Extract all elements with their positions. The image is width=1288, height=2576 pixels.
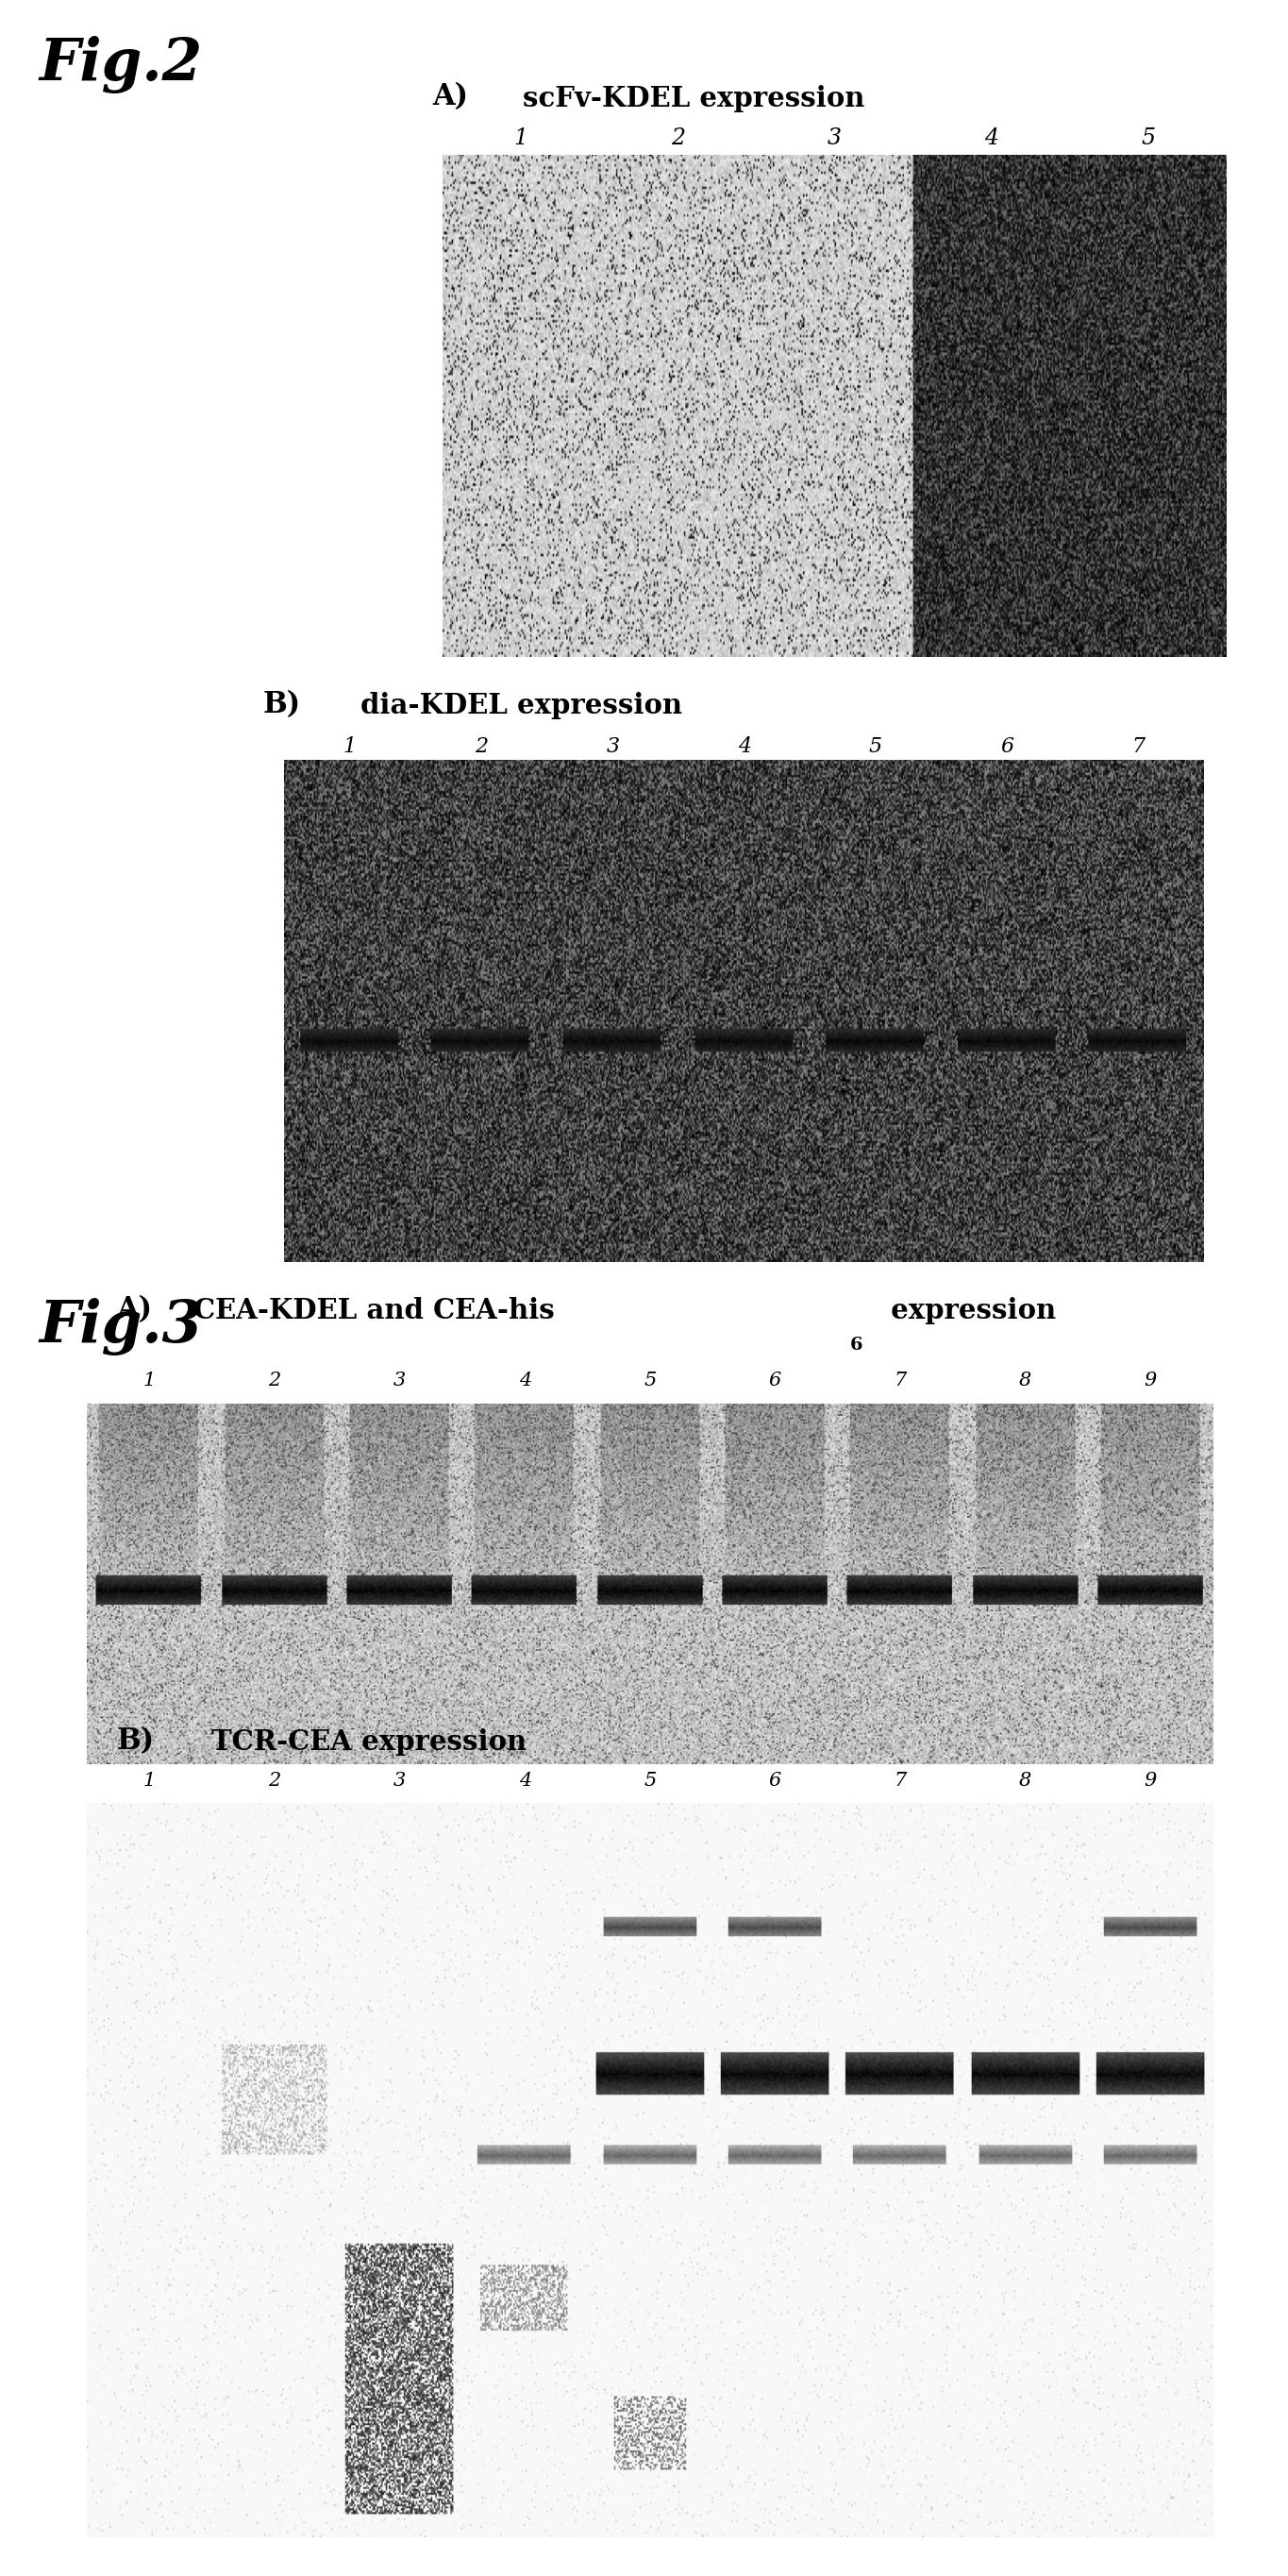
Text: 6: 6 xyxy=(1001,737,1014,757)
Text: A): A) xyxy=(117,1296,152,1324)
Text: 3: 3 xyxy=(394,1370,406,1388)
Text: 1: 1 xyxy=(344,737,357,757)
Text: 5: 5 xyxy=(869,737,882,757)
Text: 2: 2 xyxy=(475,737,488,757)
Text: Fig.3: Fig.3 xyxy=(39,1298,202,1355)
Text: 1: 1 xyxy=(143,1370,156,1388)
Text: TCR-CEA expression: TCR-CEA expression xyxy=(211,1728,527,1754)
Text: 4: 4 xyxy=(519,1370,531,1388)
Text: 2: 2 xyxy=(671,129,685,149)
Text: expression: expression xyxy=(881,1298,1056,1324)
Text: 7: 7 xyxy=(1132,737,1145,757)
Text: A): A) xyxy=(433,82,469,111)
Text: dia-KDEL expression: dia-KDEL expression xyxy=(361,693,681,719)
Text: 7: 7 xyxy=(894,1370,907,1388)
Text: 5: 5 xyxy=(1141,129,1155,149)
Text: B): B) xyxy=(117,1726,155,1754)
Text: 7: 7 xyxy=(894,1772,907,1790)
Text: B): B) xyxy=(263,690,300,719)
Text: 2: 2 xyxy=(268,1370,281,1388)
Text: 4: 4 xyxy=(519,1772,531,1790)
Text: scFv-KDEL expression: scFv-KDEL expression xyxy=(523,85,866,111)
Text: Fig.2: Fig.2 xyxy=(39,36,202,93)
Text: 5: 5 xyxy=(644,1772,656,1790)
Text: CEA-KDEL and CEA-his: CEA-KDEL and CEA-his xyxy=(193,1298,555,1324)
Text: 4: 4 xyxy=(738,737,751,757)
Text: 8: 8 xyxy=(1019,1370,1032,1388)
Text: 9: 9 xyxy=(1144,1772,1157,1790)
Text: 8: 8 xyxy=(1019,1772,1032,1790)
Text: 6: 6 xyxy=(769,1772,782,1790)
Text: 3: 3 xyxy=(828,129,841,149)
Text: 5: 5 xyxy=(644,1370,656,1388)
Text: 6: 6 xyxy=(850,1337,863,1352)
Text: 3: 3 xyxy=(607,737,620,757)
Text: 3: 3 xyxy=(394,1772,406,1790)
Text: 9: 9 xyxy=(1144,1370,1157,1388)
Text: 4: 4 xyxy=(984,129,998,149)
Text: 2: 2 xyxy=(268,1772,281,1790)
Text: 1: 1 xyxy=(143,1772,156,1790)
Text: 6: 6 xyxy=(769,1370,782,1388)
Text: 1: 1 xyxy=(514,129,528,149)
